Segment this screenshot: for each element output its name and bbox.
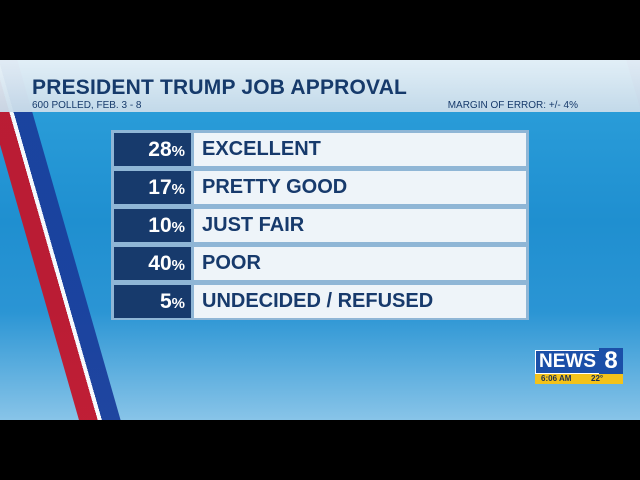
poll-row: 17% PRETTY GOOD: [114, 171, 526, 204]
percent-sign: %: [171, 181, 185, 198]
poll-value: 17%: [114, 171, 191, 204]
logo-temperature: 22°: [591, 374, 604, 383]
poll-category-label: UNDECIDED / REFUSED: [194, 285, 526, 318]
flag-stripe-right: [622, 60, 640, 420]
poll-value: 5%: [114, 285, 191, 318]
percent-sign: %: [171, 219, 185, 236]
poll-value: 28%: [114, 133, 191, 166]
poll-value: 10%: [114, 209, 191, 242]
logo-time: 6:06 AM: [541, 374, 572, 383]
poll-value-number: 10: [148, 214, 172, 237]
poll-value: 40%: [114, 247, 191, 280]
percent-sign: %: [171, 295, 185, 312]
percent-sign: %: [171, 257, 185, 274]
poll-category-label: EXCELLENT: [194, 133, 526, 166]
flag-stripe-left: [0, 60, 125, 420]
poll-row: 40% POOR: [114, 247, 526, 280]
poll-value-number: 17: [148, 176, 172, 199]
poll-value-number: 40: [148, 252, 172, 275]
poll-results-table: 28% EXCELLENT 17% PRETTY GOOD 10% JUST FAIR 40…: [111, 130, 529, 320]
margin-of-error: MARGIN OF ERROR: +/- 4%: [447, 100, 578, 111]
poll-row: 5% UNDECIDED / REFUSED: [114, 285, 526, 318]
poll-row: 28% EXCELLENT: [114, 133, 526, 166]
chart-title: PRESIDENT TRUMP JOB APPROVAL: [32, 76, 408, 99]
news8-logo: NEWS 8 6:06 AM 22°: [535, 348, 623, 384]
poll-category-label: PRETTY GOOD: [194, 171, 526, 204]
header-band: [0, 60, 640, 112]
poll-value-number: 28: [148, 138, 172, 161]
poll-value-number: 5: [159, 290, 172, 313]
broadcast-frame: [0, 60, 640, 420]
poll-category-label: POOR: [194, 247, 526, 280]
poll-row: 10% JUST FAIR: [114, 209, 526, 242]
logo-time-temp-bar: 6:06 AM 22°: [535, 374, 623, 384]
poll-category-label: JUST FAIR: [194, 209, 526, 242]
poll-subtitle: 600 POLLED, FEB. 3 - 8: [32, 100, 142, 111]
percent-sign: %: [171, 143, 185, 160]
logo-channel-number: 8: [599, 348, 623, 375]
